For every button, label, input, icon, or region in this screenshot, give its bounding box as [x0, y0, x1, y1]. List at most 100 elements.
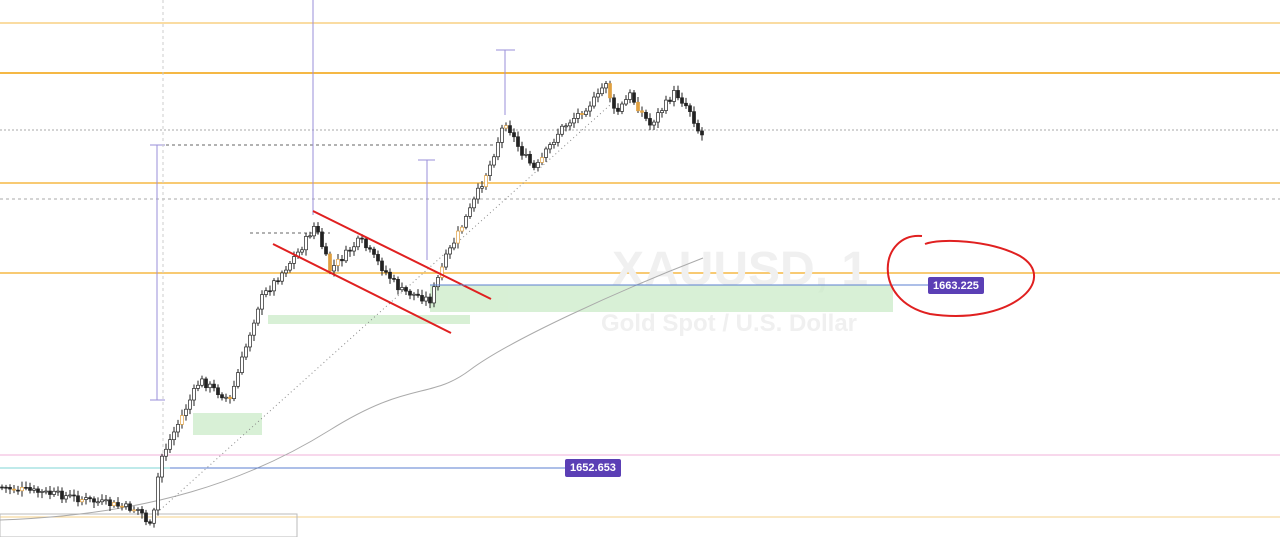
candle-body — [76, 495, 80, 503]
candle-body — [128, 503, 132, 511]
candle-body — [256, 308, 260, 324]
candle-body — [616, 107, 620, 112]
candle-body — [308, 235, 312, 238]
candle-body — [532, 162, 536, 168]
candle-body — [196, 384, 200, 389]
candle-body — [640, 110, 644, 113]
candle-body — [580, 113, 584, 115]
candle-body — [488, 164, 492, 176]
candle-body — [96, 501, 100, 504]
candle-body — [136, 509, 140, 511]
candle-body — [496, 142, 500, 158]
candle-body — [452, 242, 456, 249]
candle-body — [368, 247, 372, 250]
candle-body — [304, 236, 308, 251]
candle-body — [160, 455, 164, 478]
candle-body — [400, 287, 404, 291]
candle-body — [620, 103, 624, 112]
candle-body — [672, 90, 676, 102]
candle-body — [420, 295, 424, 302]
candle-body — [392, 278, 396, 280]
candle-body — [144, 512, 148, 523]
candle-body — [156, 476, 160, 511]
candle-body — [432, 286, 436, 304]
candle-body — [388, 271, 392, 279]
candle-body — [604, 83, 608, 89]
candle-body — [64, 495, 68, 500]
candle-body — [596, 93, 600, 98]
candle-body — [512, 132, 516, 138]
candle-body — [188, 399, 192, 410]
candle-body — [40, 491, 44, 493]
candle-body — [380, 260, 384, 271]
candle-body — [200, 378, 204, 386]
candle-body — [288, 263, 292, 271]
candle-body — [184, 408, 188, 416]
candle-body — [632, 92, 636, 103]
candle-body — [600, 87, 604, 95]
candle-body — [484, 175, 488, 187]
candle-body — [152, 509, 156, 524]
range-box — [0, 513, 298, 537]
channel-line — [312, 210, 492, 300]
candle-body — [276, 280, 280, 283]
candle-body — [284, 269, 288, 274]
candle-body — [564, 125, 568, 128]
candle-body — [520, 146, 524, 156]
candle-body — [576, 113, 580, 119]
candle-body — [60, 490, 64, 500]
candle-body — [328, 253, 332, 272]
candle-body — [384, 270, 388, 273]
candle-body — [480, 186, 484, 189]
candle-body — [260, 294, 264, 310]
channel-line — [272, 243, 452, 334]
candle-body — [332, 265, 336, 272]
candle-body — [572, 118, 576, 124]
candle-body — [692, 111, 696, 124]
candle-body — [552, 141, 556, 145]
candle-body — [664, 99, 668, 111]
candle-body — [584, 110, 588, 115]
candle-body — [100, 499, 104, 503]
candle-body — [264, 290, 268, 295]
candle-body — [492, 156, 496, 166]
candle-body — [244, 346, 248, 358]
candle-body — [636, 101, 640, 112]
candle-body — [52, 490, 56, 495]
candle-body — [8, 486, 12, 490]
candle-body — [356, 237, 360, 248]
hand-drawn-circle — [886, 234, 1035, 317]
trendline — [159, 104, 611, 511]
candle-body — [0, 486, 4, 489]
candle-body — [180, 415, 184, 425]
candle-body — [396, 279, 400, 291]
candle-body — [336, 258, 340, 266]
candles — [0, 80, 704, 528]
candle-body — [456, 230, 460, 244]
candle-body — [340, 258, 344, 262]
candle-body — [676, 90, 680, 99]
candle-body — [252, 322, 256, 336]
candle-body — [424, 296, 428, 302]
candle-body — [700, 130, 704, 136]
candle-body — [220, 394, 224, 399]
candle-body — [444, 253, 448, 268]
candle-body — [428, 296, 432, 304]
candle-body — [476, 187, 480, 200]
candle-body — [460, 226, 464, 232]
candle-body — [372, 248, 376, 255]
candle-body — [652, 121, 656, 126]
candle-body — [660, 110, 664, 113]
candle-body — [240, 356, 244, 373]
candle-body — [12, 488, 16, 491]
candle-body — [28, 487, 32, 491]
candle-body — [504, 125, 508, 129]
candle-body — [228, 396, 232, 399]
candle-body — [352, 246, 356, 252]
candle-body — [628, 92, 632, 100]
candle-body — [408, 290, 412, 296]
candle-body — [592, 96, 596, 107]
candle-body — [168, 439, 172, 450]
candle-body — [696, 123, 700, 132]
